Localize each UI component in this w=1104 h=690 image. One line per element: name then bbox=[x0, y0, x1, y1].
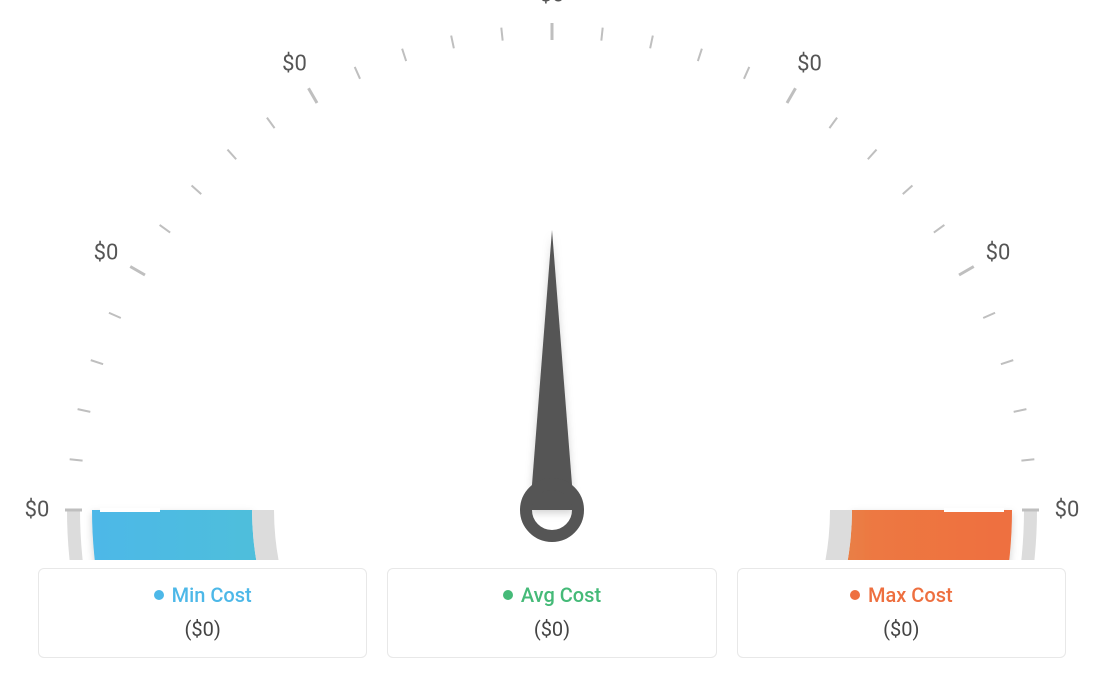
tick-label: $0 bbox=[986, 240, 1011, 265]
tick-label: $0 bbox=[25, 498, 50, 523]
legend-row: Min Cost ($0) Avg Cost ($0) Max Cost ($0… bbox=[0, 568, 1104, 658]
gauge-chart: $0 $0 $0 $0 $0 $0 $0 bbox=[0, 0, 1104, 560]
legend-label-min: Min Cost bbox=[172, 583, 252, 607]
legend-header-min: Min Cost bbox=[49, 583, 356, 607]
tick-label: $0 bbox=[540, 0, 565, 8]
gauge-svg bbox=[0, 0, 1104, 560]
tick-label: $0 bbox=[282, 51, 307, 76]
tick-label: $0 bbox=[94, 240, 119, 265]
legend-value-avg: ($0) bbox=[398, 617, 705, 641]
cost-gauge-container: $0 $0 $0 $0 $0 $0 $0 Min Cost ($0) Avg Cost ($… bbox=[0, 0, 1104, 690]
dot-icon bbox=[154, 590, 164, 600]
legend-card-avg: Avg Cost ($0) bbox=[387, 568, 716, 658]
legend-card-min: Min Cost ($0) bbox=[38, 568, 367, 658]
dot-icon bbox=[503, 590, 513, 600]
legend-label-max: Max Cost bbox=[868, 583, 953, 607]
legend-value-max: ($0) bbox=[748, 617, 1055, 641]
legend-header-max: Max Cost bbox=[748, 583, 1055, 607]
tick-label: $0 bbox=[1055, 498, 1080, 523]
tick-label: $0 bbox=[797, 51, 822, 76]
legend-card-max: Max Cost ($0) bbox=[737, 568, 1066, 658]
legend-value-min: ($0) bbox=[49, 617, 356, 641]
dot-icon bbox=[850, 590, 860, 600]
legend-header-avg: Avg Cost bbox=[398, 583, 705, 607]
legend-label-avg: Avg Cost bbox=[521, 583, 601, 607]
